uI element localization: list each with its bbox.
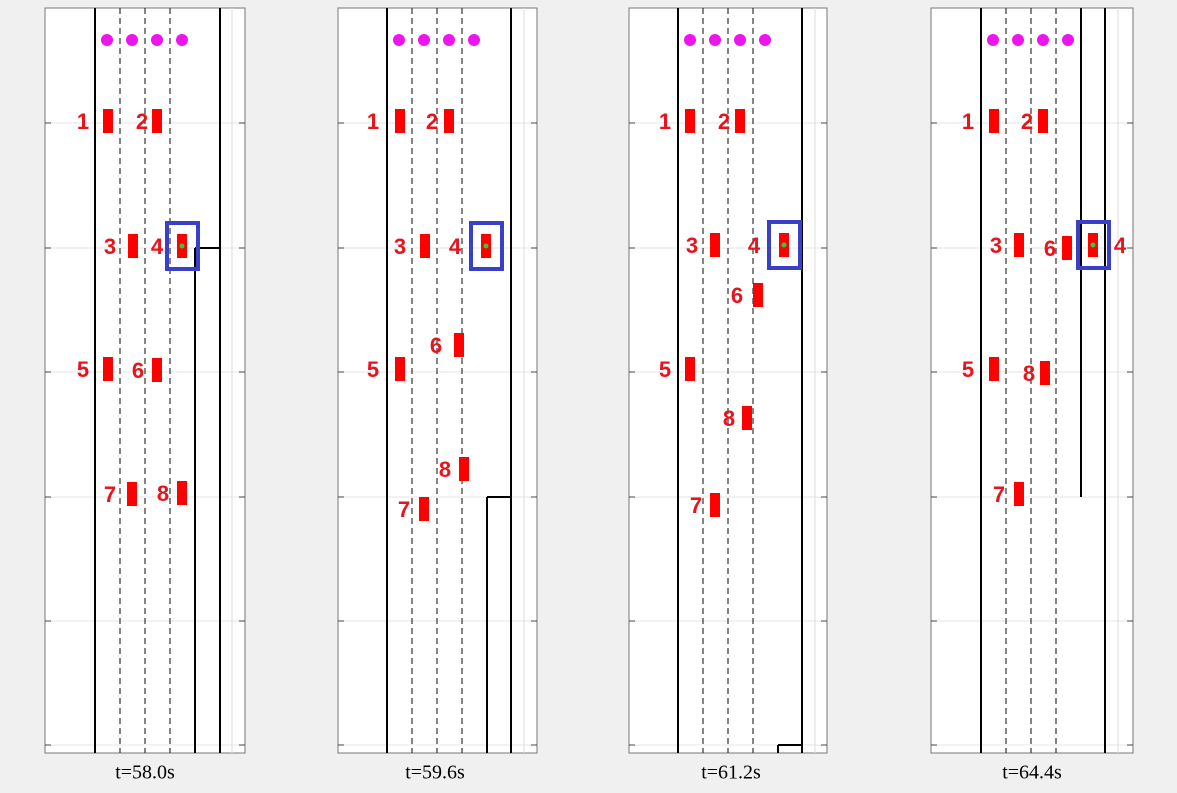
signal-dot bbox=[443, 34, 455, 46]
vehicle-label: 3 bbox=[990, 233, 1002, 258]
vehicle bbox=[989, 357, 999, 381]
caption: t=61.2s bbox=[701, 762, 761, 784]
signal-dot bbox=[418, 34, 430, 46]
ego-box bbox=[767, 220, 802, 270]
signal-dot bbox=[176, 34, 188, 46]
vehicle-label: 6 bbox=[132, 358, 144, 383]
caption: t=64.4s bbox=[1002, 762, 1062, 784]
signal-dot bbox=[468, 34, 480, 46]
vehicle bbox=[1038, 109, 1048, 133]
ego-marker bbox=[483, 243, 489, 249]
vehicle bbox=[177, 481, 187, 505]
vehicle-label: 1 bbox=[659, 109, 671, 134]
vehicle-label: 3 bbox=[394, 234, 406, 259]
vehicle-label: 6 bbox=[731, 283, 743, 308]
vehicle-label: 3 bbox=[104, 234, 116, 259]
vehicle-label: 5 bbox=[367, 357, 379, 382]
vehicle-label: 1 bbox=[77, 109, 89, 134]
vehicle bbox=[419, 497, 429, 521]
vehicle bbox=[459, 457, 469, 481]
vehicle-label: 1 bbox=[367, 109, 379, 134]
vehicle-label: 4 bbox=[1114, 233, 1127, 258]
ego-marker bbox=[179, 243, 185, 249]
vehicle bbox=[103, 109, 113, 133]
signal-dot bbox=[126, 34, 138, 46]
vehicle-label: 8 bbox=[723, 406, 735, 431]
vehicle-label: 6 bbox=[430, 333, 442, 358]
panel: 1 2 3 46 5 8 7 t=61.2s bbox=[628, 7, 828, 784]
vehicle-label: 4 bbox=[449, 234, 462, 259]
vehicle bbox=[1014, 233, 1024, 257]
vehicle bbox=[420, 234, 430, 258]
signal-dot bbox=[393, 34, 405, 46]
signal-dot bbox=[1037, 34, 1049, 46]
vehicle-label: 2 bbox=[136, 109, 148, 134]
vehicle-label: 7 bbox=[993, 482, 1005, 507]
signal-dot bbox=[151, 34, 163, 46]
vehicle-label: 7 bbox=[690, 493, 702, 518]
ego-box bbox=[1076, 220, 1111, 270]
vehicle bbox=[753, 283, 763, 307]
vehicle bbox=[735, 109, 745, 133]
ego-box bbox=[469, 221, 504, 271]
vehicle-label: 5 bbox=[659, 357, 671, 382]
vehicle-label: 8 bbox=[157, 481, 169, 506]
vehicle-label: 8 bbox=[439, 457, 451, 482]
vehicle-label: 6 bbox=[1044, 236, 1056, 261]
vehicle bbox=[395, 357, 405, 381]
vehicle-label: 2 bbox=[1021, 109, 1033, 134]
ego-marker bbox=[1090, 242, 1096, 248]
vehicle bbox=[152, 358, 162, 382]
signal-dot bbox=[734, 34, 746, 46]
signal-dot bbox=[987, 34, 999, 46]
vehicle bbox=[454, 333, 464, 357]
signal-dot bbox=[684, 34, 696, 46]
vehicle bbox=[1014, 482, 1024, 506]
signal-dot bbox=[101, 34, 113, 46]
vehicle-label: 5 bbox=[962, 357, 974, 382]
vehicle-label: 5 bbox=[77, 357, 89, 382]
vehicle bbox=[395, 109, 405, 133]
vehicle bbox=[1040, 361, 1050, 385]
vehicle bbox=[989, 109, 999, 133]
vehicle bbox=[128, 234, 138, 258]
ego-marker bbox=[781, 242, 787, 248]
vehicle-label: 7 bbox=[104, 482, 116, 507]
vehicle-label: 4 bbox=[151, 234, 164, 259]
caption: t=59.6s bbox=[405, 762, 465, 784]
vehicle-label: 8 bbox=[1023, 361, 1035, 386]
vehicle-label: 4 bbox=[748, 233, 761, 258]
signal-dot bbox=[759, 34, 771, 46]
vehicle bbox=[1062, 236, 1072, 260]
vehicle-label: 7 bbox=[398, 497, 410, 522]
vehicle bbox=[152, 109, 162, 133]
vehicle bbox=[127, 482, 137, 506]
ego-box bbox=[165, 221, 200, 271]
vehicle bbox=[742, 406, 752, 430]
vehicle bbox=[685, 357, 695, 381]
panel-frame bbox=[930, 7, 1134, 754]
vehicle bbox=[685, 109, 695, 133]
panel: 1 2 3 6 4 5 8 7 t=64.4s bbox=[930, 7, 1134, 784]
vehicle bbox=[710, 233, 720, 257]
panel: 1 2 3 4 6 5 8 7 t=59.6s bbox=[337, 7, 538, 784]
caption: t=58.0s bbox=[115, 762, 175, 784]
vehicle-label: 3 bbox=[686, 233, 698, 258]
vehicle bbox=[444, 109, 454, 133]
panel: 1 2 3 4 5 6 7 8 t=58.0s bbox=[44, 7, 246, 784]
signal-dot bbox=[709, 34, 721, 46]
signal-dot bbox=[1012, 34, 1024, 46]
vehicle-label: 1 bbox=[962, 109, 974, 134]
vehicle-label: 2 bbox=[426, 109, 438, 134]
vehicle bbox=[103, 357, 113, 381]
vehicle-label: 2 bbox=[718, 109, 730, 134]
signal-dot bbox=[1062, 34, 1074, 46]
vehicle bbox=[710, 493, 720, 517]
